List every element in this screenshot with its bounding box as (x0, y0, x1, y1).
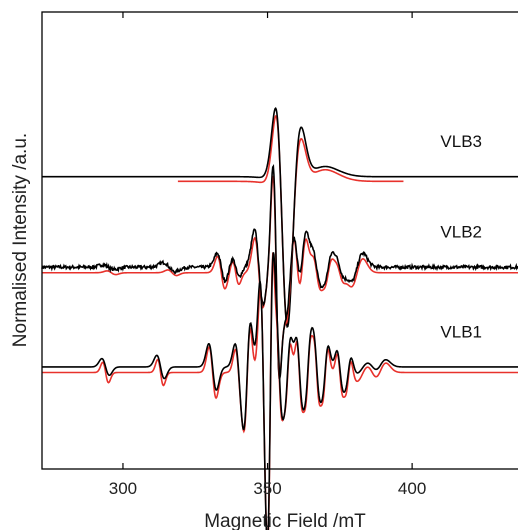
vlb1-simulated-line (42, 252, 518, 530)
vlb3-label: VLB3 (440, 132, 482, 151)
vlb2-experimental-line (41, 164, 518, 380)
vlb2-label: VLB2 (440, 223, 482, 242)
vlb1-experimental-line (42, 252, 518, 530)
vlb2-simulated-line (42, 175, 518, 378)
x-axis-title: Magnetic Field /mT (204, 511, 366, 530)
vlb3-experimental-line (42, 106, 518, 328)
y-axis-title: Normalised Intensity /a.u. (10, 133, 31, 347)
x-tick-label: 350 (253, 479, 281, 498)
plot-area: VLB3 VLB2 VLB1 (41, 106, 518, 530)
x-tick-label: 300 (109, 479, 137, 498)
x-axis-ticks: 300 350 400 (109, 12, 426, 498)
x-tick-label: 400 (398, 479, 426, 498)
vlb1-label: VLB1 (440, 322, 482, 341)
axes-frame (41, 11, 518, 470)
